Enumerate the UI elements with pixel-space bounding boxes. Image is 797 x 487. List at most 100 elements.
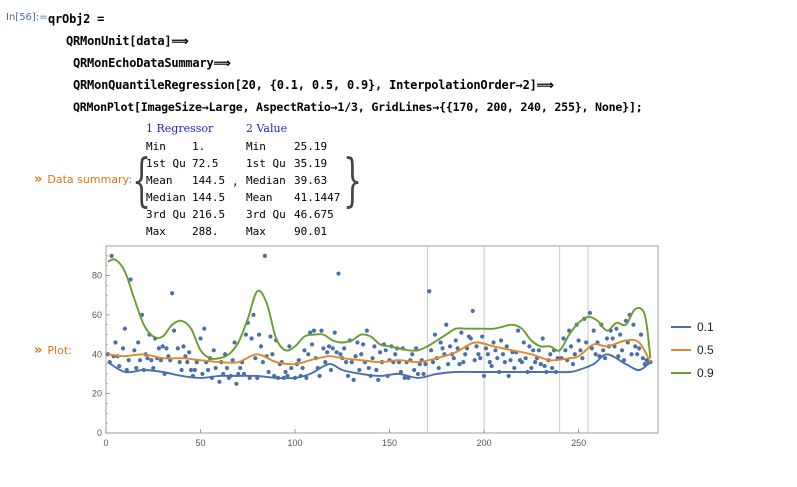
legend-label: 0.1: [697, 320, 714, 334]
data-point: [262, 253, 267, 258]
summary-header-regressor: 1 Regressor: [146, 122, 214, 135]
data-point: [345, 373, 351, 379]
data-point: [211, 348, 216, 353]
quantile-curve-0.5: [107, 338, 652, 366]
data-point: [487, 360, 492, 365]
x-tick-label: 0: [103, 438, 108, 448]
data-point: [179, 367, 184, 373]
data-point: [451, 356, 456, 361]
data-point: [393, 352, 398, 357]
data-point: [610, 336, 615, 341]
plot-label: » Plot:: [34, 343, 72, 358]
data-point: [638, 332, 644, 337]
data-point: [364, 328, 369, 333]
x-tick-label: 150: [382, 438, 397, 448]
data-point: [429, 348, 434, 353]
data-point: [302, 348, 307, 353]
data-point: [359, 352, 364, 357]
data-point: [117, 363, 122, 369]
summary-stat-name: Min: [246, 140, 266, 153]
data-summary-label-text: Data summary:: [47, 173, 132, 186]
data-point: [602, 356, 608, 361]
summary-stat-name: Max: [146, 225, 166, 238]
data-point: [300, 365, 305, 371]
data-point: [109, 253, 114, 258]
legend-label: 0.5: [697, 343, 714, 357]
data-point: [604, 336, 610, 341]
data-point: [601, 348, 606, 353]
data-point: [540, 336, 545, 341]
data-point: [415, 371, 421, 377]
data-point: [500, 352, 506, 357]
data-point: [353, 354, 358, 359]
y-tick-label: 60: [92, 310, 102, 320]
x-tick-label: 50: [196, 438, 206, 448]
data-point: [325, 350, 330, 355]
data-point: [156, 346, 162, 351]
data-point: [506, 373, 511, 379]
quantile-regression-plot[interactable]: 0 50 100 150 200 250 0 20 40 60 80 0.1 0.5 0.9: [86, 240, 796, 460]
data-point: [164, 346, 169, 351]
data-point: [427, 289, 432, 294]
summary-stat-value: 144.5: [192, 174, 226, 187]
data-point: [122, 326, 128, 331]
data-point: [619, 348, 625, 353]
data-point: [253, 356, 258, 361]
data-point: [145, 356, 150, 361]
data-point: [308, 330, 313, 335]
code-line-2[interactable]: QRMonUnit[data]⟹: [66, 34, 189, 48]
data-point: [304, 375, 309, 380]
data-point: [338, 352, 343, 357]
data-point: [360, 342, 366, 347]
data-point: [453, 338, 458, 343]
data-point: [374, 367, 379, 373]
data-point: [568, 344, 574, 349]
summary-stat-name: 3rd Qu: [246, 208, 286, 221]
data-point: [224, 365, 230, 371]
data-point: [183, 354, 188, 359]
data-point: [311, 328, 317, 333]
data-point: [198, 336, 203, 341]
data-point: [330, 346, 335, 351]
code-line-5[interactable]: QRMonPlot[ImageSize→Large, AspectRatio→1…: [73, 100, 643, 114]
x-tick-label: 100: [288, 438, 303, 448]
data-point: [531, 348, 536, 353]
data-summary-label: » Data summary:: [34, 172, 132, 187]
data-point: [378, 350, 383, 355]
data-point: [200, 371, 205, 377]
data-point: [570, 362, 576, 367]
data-point: [412, 367, 417, 373]
data-point: [436, 365, 441, 371]
data-point: [287, 344, 292, 349]
code-line-1[interactable]: qrObj2 =: [48, 12, 105, 26]
data-point: [270, 352, 275, 357]
summary-header-value: 2 Value: [246, 122, 288, 135]
summary-stat-value: 25.19: [294, 140, 328, 153]
summary-stat-value: 1.: [192, 140, 206, 153]
data-point: [258, 344, 264, 349]
data-point: [383, 348, 388, 353]
data-point: [247, 375, 252, 380]
data-point: [249, 336, 254, 341]
data-point: [636, 346, 642, 351]
data-point: [589, 346, 594, 351]
data-point: [495, 356, 500, 361]
data-point: [376, 377, 381, 382]
data-point: [489, 363, 494, 369]
right-brace: }: [343, 148, 363, 215]
data-point: [536, 348, 542, 353]
data-point: [192, 367, 197, 373]
data-point: [584, 340, 589, 345]
code-line-3[interactable]: QRMonEchoDataSummary⟹: [73, 56, 231, 70]
data-point: [160, 344, 165, 349]
data-point: [478, 356, 483, 361]
data-point: [576, 338, 581, 343]
data-point: [296, 358, 301, 363]
data-point: [283, 369, 288, 375]
data-point: [533, 360, 538, 365]
code-line-4[interactable]: QRMonQuantileRegression[20, {0.1, 0.5, 0…: [73, 78, 554, 92]
legend-label: 0.9: [697, 366, 714, 380]
data-point: [618, 332, 623, 337]
data-point: [213, 365, 218, 371]
left-brace: {: [132, 148, 152, 215]
